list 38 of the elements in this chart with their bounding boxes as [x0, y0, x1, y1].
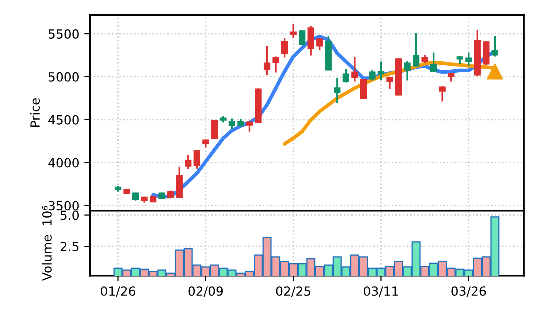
candlestick [369, 69, 376, 82]
y-tick-label: 2.5 [60, 242, 79, 252]
candlestick [264, 45, 271, 76]
candlestick [430, 52, 438, 74]
candlestick [360, 78, 368, 100]
y-tick-label: 5000 [48, 72, 79, 82]
candlestick [272, 56, 280, 74]
candlestick [378, 60, 385, 81]
candlestick [194, 149, 200, 170]
candlestick [176, 166, 183, 200]
y-tick-label: 5500 [48, 29, 79, 39]
candlestick [404, 60, 411, 82]
candlestick [342, 68, 350, 84]
candlestick [334, 78, 341, 104]
candlestick [466, 52, 472, 67]
x-tick-label: 03/26 [452, 286, 486, 298]
candlestick [211, 119, 218, 140]
candlestick [439, 85, 446, 103]
x-tick-label: 03/11 [364, 286, 398, 298]
y-tick-label: 4500 [48, 115, 79, 125]
candlestick [281, 38, 288, 59]
candlestick [386, 76, 394, 90]
x-tick-label: 02/09 [188, 286, 224, 298]
candlestick [492, 35, 499, 58]
x-tick-label: 02/25 [276, 286, 310, 298]
candlestick [316, 38, 324, 52]
x-tick-label: 01/26 [101, 286, 136, 298]
y-tick-label: 4000 [48, 158, 79, 168]
candlestick [412, 32, 420, 68]
candlestick [483, 40, 490, 66]
candlestick [352, 56, 358, 83]
candlestick [299, 30, 306, 46]
candlestick [228, 118, 236, 130]
y-axis-title: Price [30, 98, 40, 128]
candlestick [185, 154, 192, 170]
candlestick [308, 25, 314, 57]
y-tick-label: 5.0 [60, 210, 79, 220]
candlestick [290, 23, 297, 40]
